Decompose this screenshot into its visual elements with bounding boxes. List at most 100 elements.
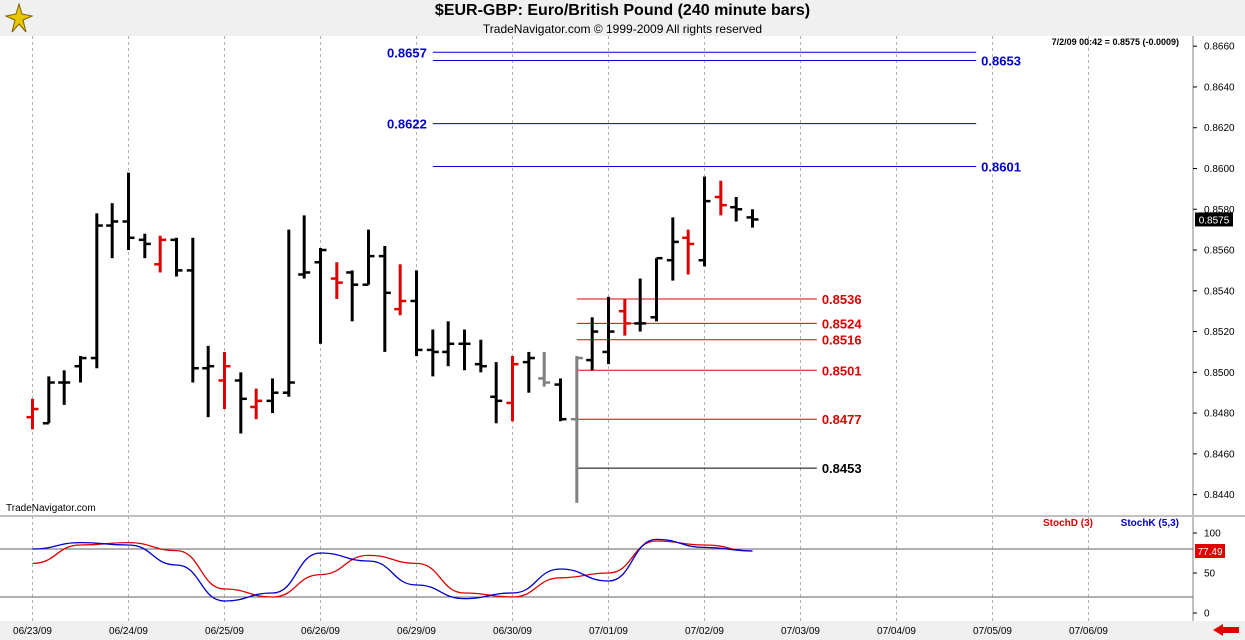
stoch-y-tick-label: 0	[1204, 609, 1210, 620]
level-label: 0.8622	[387, 117, 427, 132]
level-label: 0.8453	[822, 461, 862, 476]
ohlc-bar	[378, 245, 391, 352]
ohlc-bar	[266, 378, 279, 414]
legend-stoch-k: StochK (5,3)	[1120, 518, 1179, 529]
ohlc-bar	[90, 213, 103, 369]
y-tick-label: 0.8500	[1204, 368, 1235, 379]
ohlc-bar	[218, 351, 231, 410]
y-tick-label: 0.8600	[1204, 164, 1235, 175]
x-tick-label: 06/30/09	[493, 626, 532, 637]
level-label: 0.8536	[822, 292, 862, 307]
ohlc-bar	[442, 321, 455, 367]
ohlc-bar	[122, 172, 135, 251]
ohlc-bar	[330, 262, 343, 299]
y-tick-label: 0.8640	[1204, 82, 1235, 93]
ohlc-bar	[26, 398, 39, 430]
y-tick-label: 0.8440	[1204, 490, 1235, 501]
level-label: 0.8477	[822, 412, 862, 427]
ohlc-bar	[58, 370, 71, 405]
ohlc-bar	[650, 256, 663, 322]
stoch-last-badge	[1195, 544, 1225, 559]
stoch-last-label: 77.49	[1197, 547, 1222, 558]
ohlc-bar	[570, 356, 583, 503]
ohlc-bar	[42, 376, 55, 425]
ohlc-bar	[698, 176, 711, 267]
ohlc-bar	[714, 180, 727, 216]
axis-panel	[1193, 36, 1245, 621]
ohlc-bar	[394, 264, 407, 316]
x-tick-label: 07/05/09	[973, 626, 1012, 637]
ohlc-bar	[154, 235, 167, 273]
status-readout: 7/2/09 00:42 = 0.8575 (-0.0009)	[1051, 37, 1179, 47]
scroll-left-arrow-icon[interactable]	[1211, 623, 1241, 637]
x-tick-label: 07/02/09	[685, 626, 724, 637]
ohlc-bar	[746, 209, 759, 228]
level-label: 0.8653	[981, 53, 1021, 68]
ohlc-bar	[458, 329, 471, 371]
y-tick-label: 0.8460	[1204, 449, 1235, 460]
ohlc-bar	[682, 229, 695, 275]
chart-subtitle: TradeNavigator.com © 1999-2009 All right…	[482, 22, 763, 36]
ohlc-bar	[618, 298, 631, 336]
ohlc-bar	[730, 197, 743, 222]
ohlc-bar	[490, 362, 503, 424]
ohlc-bar	[234, 372, 247, 434]
x-tick-label: 06/24/09	[109, 626, 148, 637]
y-tick-label: 0.8620	[1204, 123, 1235, 134]
tradenavigator-logo-icon	[4, 2, 34, 33]
ohlc-bar	[586, 317, 599, 371]
ohlc-bar	[170, 237, 183, 277]
level-label: 0.8516	[822, 333, 862, 348]
y-tick-label: 0.8580	[1204, 205, 1235, 216]
last-price-label: 0.8575	[1199, 215, 1230, 226]
y-tick-label: 0.8480	[1204, 409, 1235, 420]
stoch-d-line	[32, 540, 753, 598]
stoch-y-tick-label: 50	[1204, 569, 1216, 580]
ohlc-bar	[474, 339, 487, 373]
ohlc-bar	[282, 229, 295, 397]
level-label: 0.8501	[822, 363, 862, 378]
stoch-panel	[0, 517, 1193, 621]
ohlc-bar	[106, 203, 119, 259]
ohlc-bar	[346, 270, 359, 322]
stoch-y-tick-label: 100	[1204, 529, 1221, 540]
x-tick-label: 06/25/09	[205, 626, 244, 637]
last-price-badge	[1195, 212, 1233, 227]
x-tick-label: 07/04/09	[877, 626, 916, 637]
ohlc-bar	[186, 237, 199, 383]
x-tick-label: 06/29/09	[397, 626, 436, 637]
x-tick-label: 06/26/09	[301, 626, 340, 637]
ohlc-bar	[314, 247, 327, 344]
y-tick-label: 0.8520	[1204, 327, 1235, 338]
ohlc-bar	[426, 329, 439, 377]
level-label: 0.8524	[822, 316, 863, 331]
level-label: 0.8601	[981, 159, 1021, 174]
x-tick-label: 06/23/09	[13, 626, 52, 637]
ohlc-bar	[666, 217, 679, 281]
ohlc-bar	[74, 356, 87, 383]
ohlc-bar	[538, 351, 551, 387]
chart-title: $EUR-GBP: Euro/British Pound (240 minute…	[434, 2, 811, 19]
ohlc-bar	[506, 356, 519, 422]
x-tick-label: 07/06/09	[1069, 626, 1108, 637]
y-tick-label: 0.8540	[1204, 286, 1235, 297]
ohlc-bar	[602, 296, 615, 365]
level-label: 0.8657	[387, 45, 427, 60]
legend-stoch-d: StochD (3)	[1043, 518, 1093, 529]
ohlc-bar	[202, 345, 215, 418]
ohlc-bar	[362, 229, 375, 286]
x-tick-label: 07/01/09	[589, 626, 628, 637]
watermark: TradeNavigator.com	[6, 503, 96, 514]
ohlc-bar	[410, 270, 423, 357]
price-panel	[0, 36, 1193, 515]
y-tick-label: 0.8560	[1204, 246, 1235, 257]
y-tick-label: 0.8660	[1204, 42, 1235, 53]
ohlc-bar	[138, 233, 151, 259]
ohlc-bar	[634, 278, 647, 332]
ohlc-bar	[522, 351, 535, 393]
stoch-k-line	[32, 538, 753, 602]
ohlc-bar	[250, 388, 263, 420]
ohlc-bar	[554, 378, 567, 422]
ohlc-bar	[298, 215, 311, 279]
